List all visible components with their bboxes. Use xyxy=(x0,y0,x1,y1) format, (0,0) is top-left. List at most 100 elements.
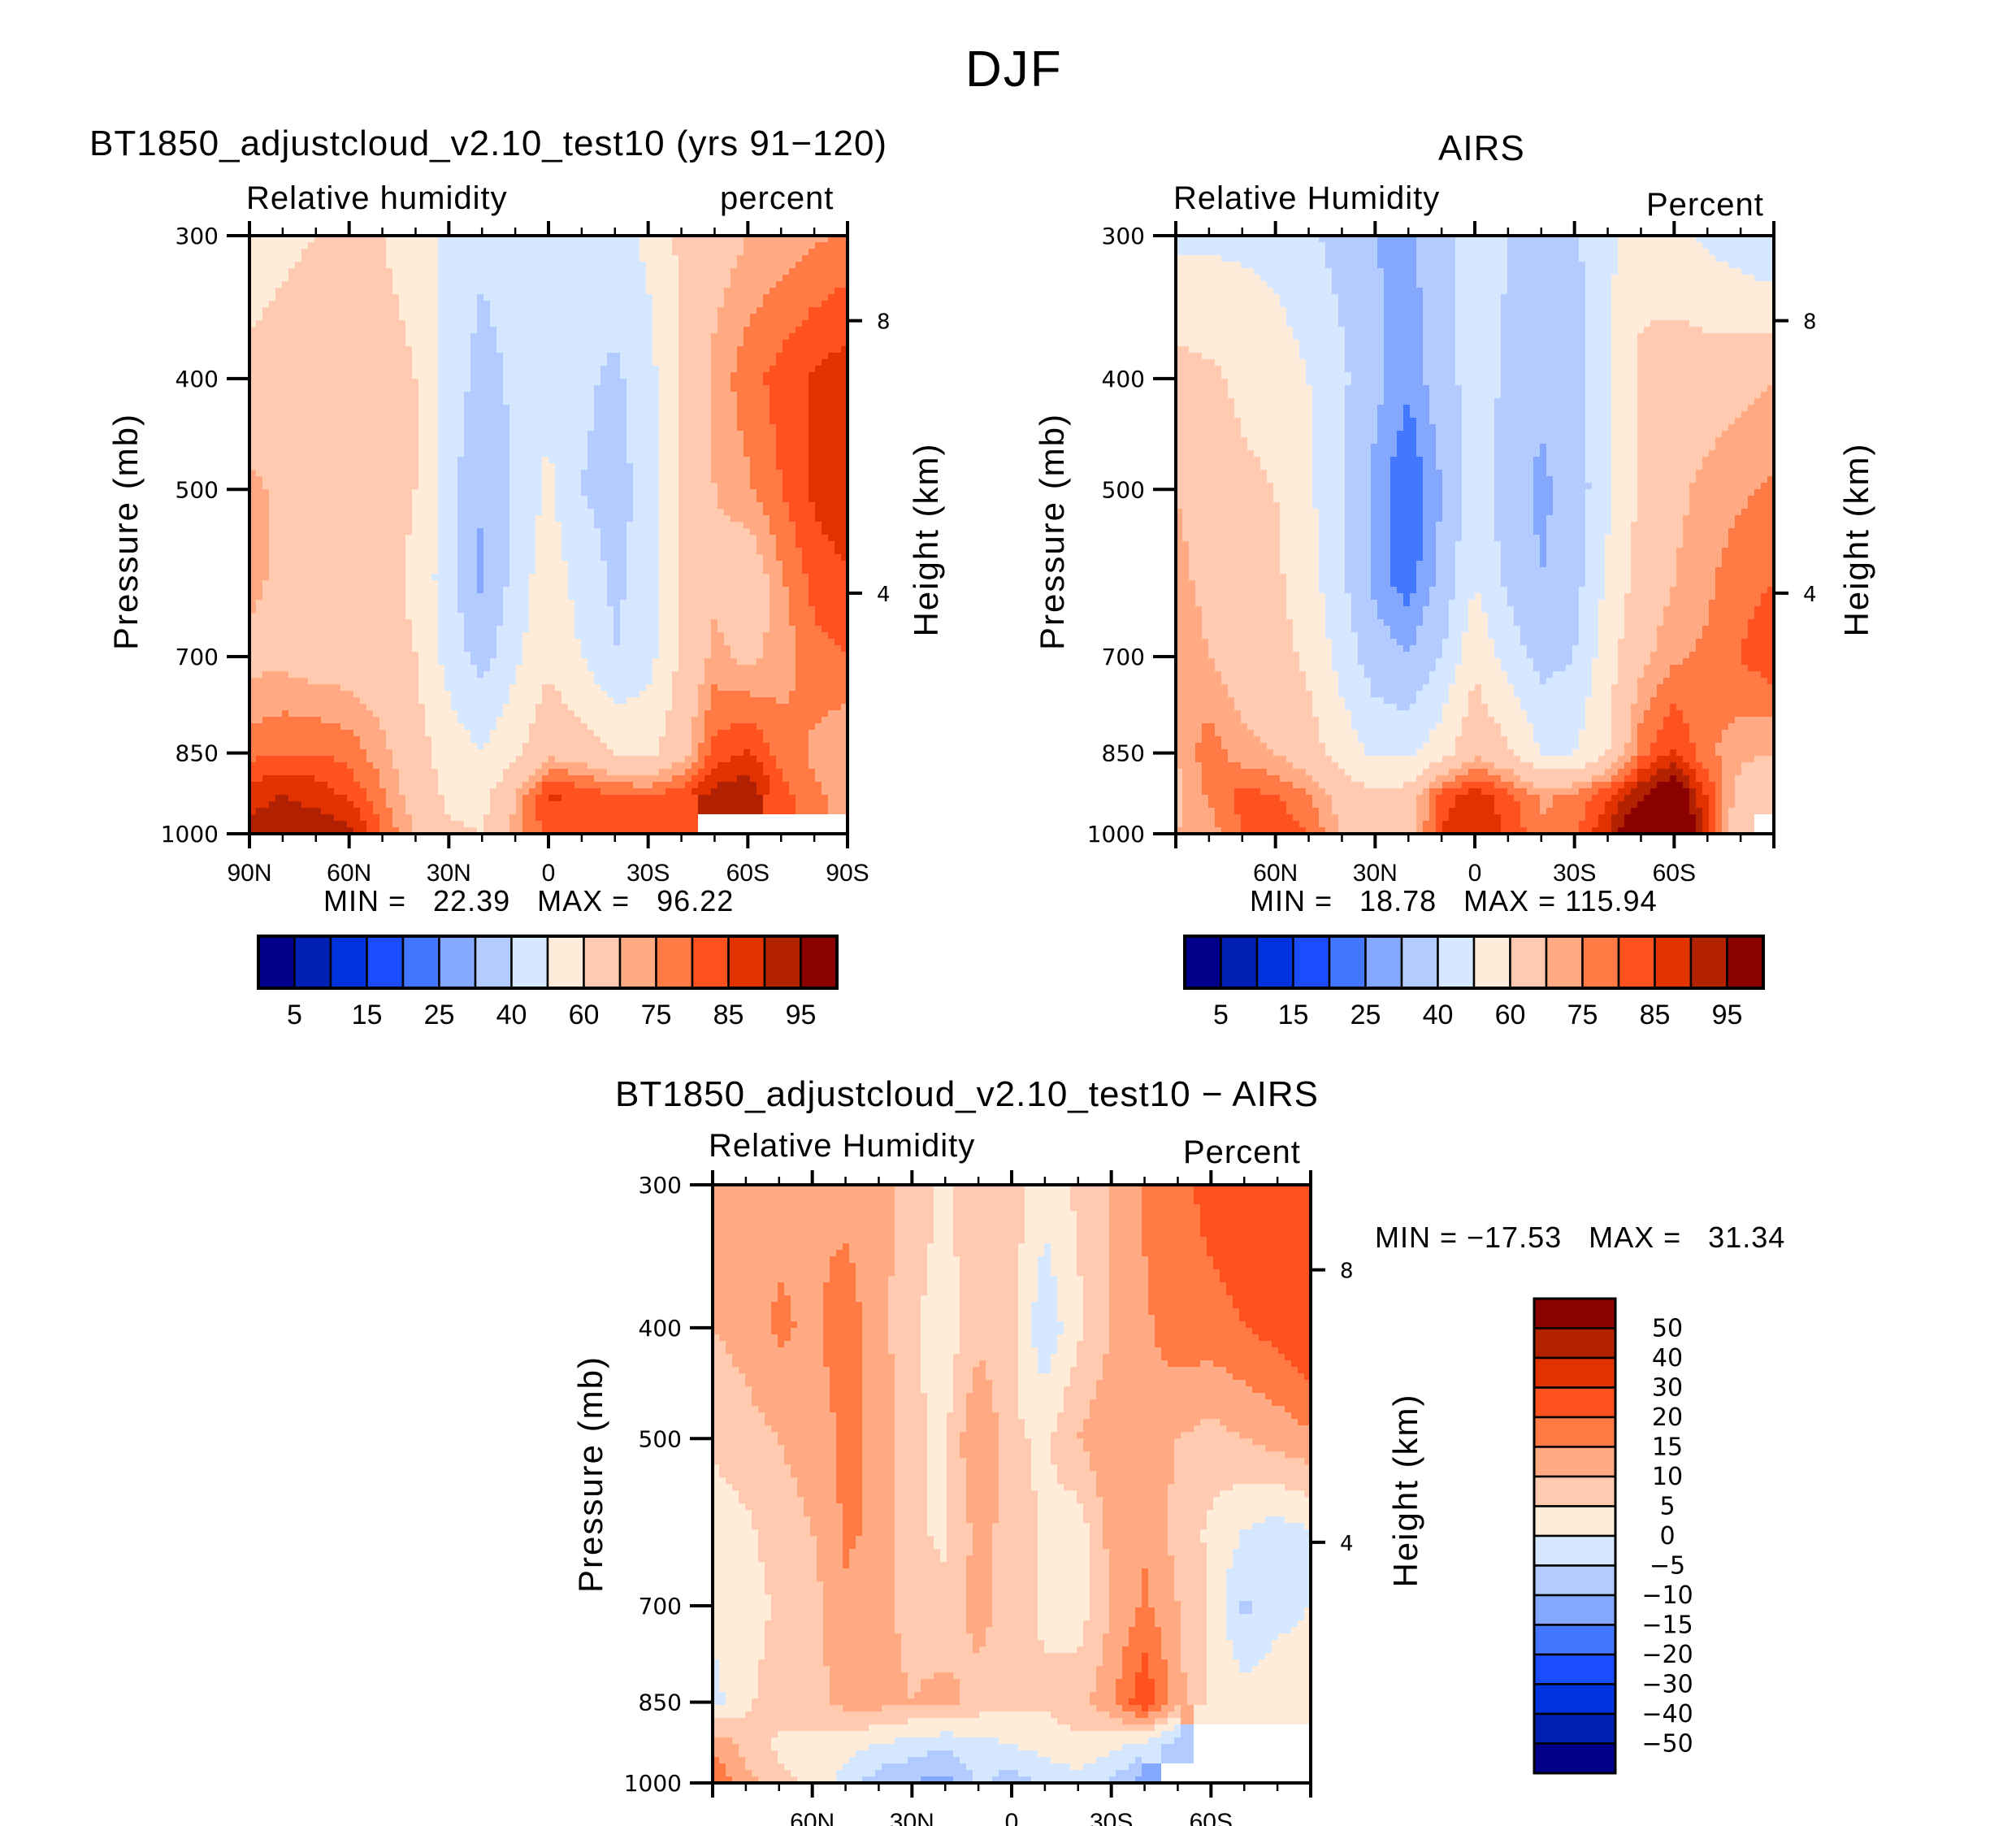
contour-cell xyxy=(639,359,647,367)
contour-cell xyxy=(724,515,731,523)
contour-cell xyxy=(373,509,380,516)
contour-cell xyxy=(692,444,699,451)
contour-cell xyxy=(262,385,270,393)
contour-cell xyxy=(288,476,296,484)
contour-cell xyxy=(308,314,315,321)
contour-cell xyxy=(301,444,309,451)
contour-cell xyxy=(770,541,777,549)
contour-cell xyxy=(835,548,842,555)
contour-cell xyxy=(607,327,614,334)
contour-cell xyxy=(282,359,289,367)
contour-cell xyxy=(405,580,413,588)
contour-cell xyxy=(301,242,309,249)
contour-cell xyxy=(249,268,257,275)
contour-cell xyxy=(392,470,400,477)
contour-cell xyxy=(347,236,354,243)
contour-cell xyxy=(698,236,705,243)
contour-cell xyxy=(639,528,647,536)
contour-cell xyxy=(841,281,848,288)
contour-cell xyxy=(522,561,530,568)
contour-cell xyxy=(802,567,809,575)
contour-cell xyxy=(672,346,679,353)
contour-cell xyxy=(600,392,608,399)
contour-cell xyxy=(282,255,289,262)
contour-cell xyxy=(555,483,562,490)
contour-cell xyxy=(789,314,796,321)
contour-cell xyxy=(679,522,686,529)
contour-cell xyxy=(470,307,478,314)
contour-cell xyxy=(548,249,556,256)
contour-cell xyxy=(386,236,393,243)
contour-cell xyxy=(379,535,387,542)
contour-cell xyxy=(796,489,803,497)
contour-cell xyxy=(672,483,679,490)
contour-cell xyxy=(705,405,712,412)
contour-cell xyxy=(470,333,478,340)
contour-cell xyxy=(574,242,582,249)
contour-cell xyxy=(477,268,484,275)
contour-cell xyxy=(828,249,835,256)
contour-cell xyxy=(620,418,627,425)
contour-cell xyxy=(770,249,777,256)
contour-cell xyxy=(809,405,816,412)
contour-cell xyxy=(308,574,315,581)
contour-cell xyxy=(600,457,608,464)
contour-cell xyxy=(399,470,406,477)
contour-cell xyxy=(490,366,497,373)
contour-cell xyxy=(620,522,627,529)
contour-cell xyxy=(327,522,335,529)
contour-cell xyxy=(457,567,465,575)
contour-cell xyxy=(516,372,523,380)
contour-cell xyxy=(594,359,601,367)
contour-cell xyxy=(711,385,718,393)
contour-cell xyxy=(477,580,484,588)
contour-cell xyxy=(522,340,530,347)
contour-cell xyxy=(626,444,634,451)
contour-cell xyxy=(822,437,829,445)
contour-cell xyxy=(835,379,842,386)
contour-cell xyxy=(444,580,452,588)
contour-cell xyxy=(490,463,497,471)
contour-cell xyxy=(815,327,822,334)
contour-cell xyxy=(672,457,679,464)
contour-cell xyxy=(665,359,673,367)
contour-cell xyxy=(652,346,660,353)
contour-cell xyxy=(607,476,614,484)
contour-cell xyxy=(269,496,276,503)
contour-cell xyxy=(587,242,595,249)
contour-cell xyxy=(353,353,361,360)
contour-cell xyxy=(763,255,770,262)
contour-cell xyxy=(444,340,452,347)
contour-cell xyxy=(828,288,835,295)
contour-cell xyxy=(464,327,471,334)
contour-cell xyxy=(288,424,296,432)
contour-cell xyxy=(301,567,309,575)
contour-cell xyxy=(600,307,608,314)
contour-cell xyxy=(392,281,400,288)
contour-cell xyxy=(750,405,757,412)
contour-cell xyxy=(379,275,387,282)
contour-cell xyxy=(535,249,543,256)
contour-cell xyxy=(405,366,413,373)
contour-cell xyxy=(555,437,562,445)
contour-cell xyxy=(809,515,816,523)
contour-cell xyxy=(314,307,322,314)
contour-cell xyxy=(652,541,660,549)
contour-cell xyxy=(483,320,491,327)
contour-cell xyxy=(841,392,848,399)
contour-cell xyxy=(470,392,478,399)
contour-cell xyxy=(275,288,283,295)
contour-cell xyxy=(626,463,634,471)
contour-cell xyxy=(665,561,673,568)
contour-cell xyxy=(841,574,848,581)
contour-cell xyxy=(269,294,276,301)
contour-cell xyxy=(399,457,406,464)
contour-cell xyxy=(262,554,270,562)
contour-cell xyxy=(646,327,653,334)
contour-cell xyxy=(256,437,263,445)
contour-cell xyxy=(815,307,822,314)
contour-cell xyxy=(776,262,783,269)
contour-cell xyxy=(828,502,835,510)
contour-cell xyxy=(334,587,341,594)
contour-cell xyxy=(321,580,328,588)
